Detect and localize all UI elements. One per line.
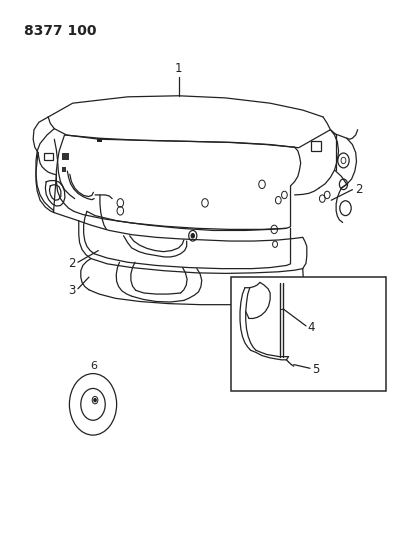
Bar	[97, 138, 101, 142]
Text: 2: 2	[68, 257, 75, 270]
Bar	[61, 152, 69, 160]
Text: 5: 5	[311, 363, 318, 376]
Circle shape	[94, 399, 96, 402]
Circle shape	[280, 281, 282, 284]
Bar	[61, 167, 65, 172]
Circle shape	[293, 366, 295, 369]
Bar	[310, 141, 320, 151]
Text: 8377 100: 8377 100	[24, 23, 96, 38]
Text: 4: 4	[307, 321, 315, 334]
Bar	[44, 152, 53, 160]
Text: 3: 3	[68, 285, 76, 297]
Text: 1: 1	[174, 61, 182, 75]
Text: 6: 6	[90, 361, 97, 371]
Bar	[231, 277, 385, 391]
Circle shape	[191, 233, 194, 238]
Text: 2: 2	[354, 183, 362, 196]
